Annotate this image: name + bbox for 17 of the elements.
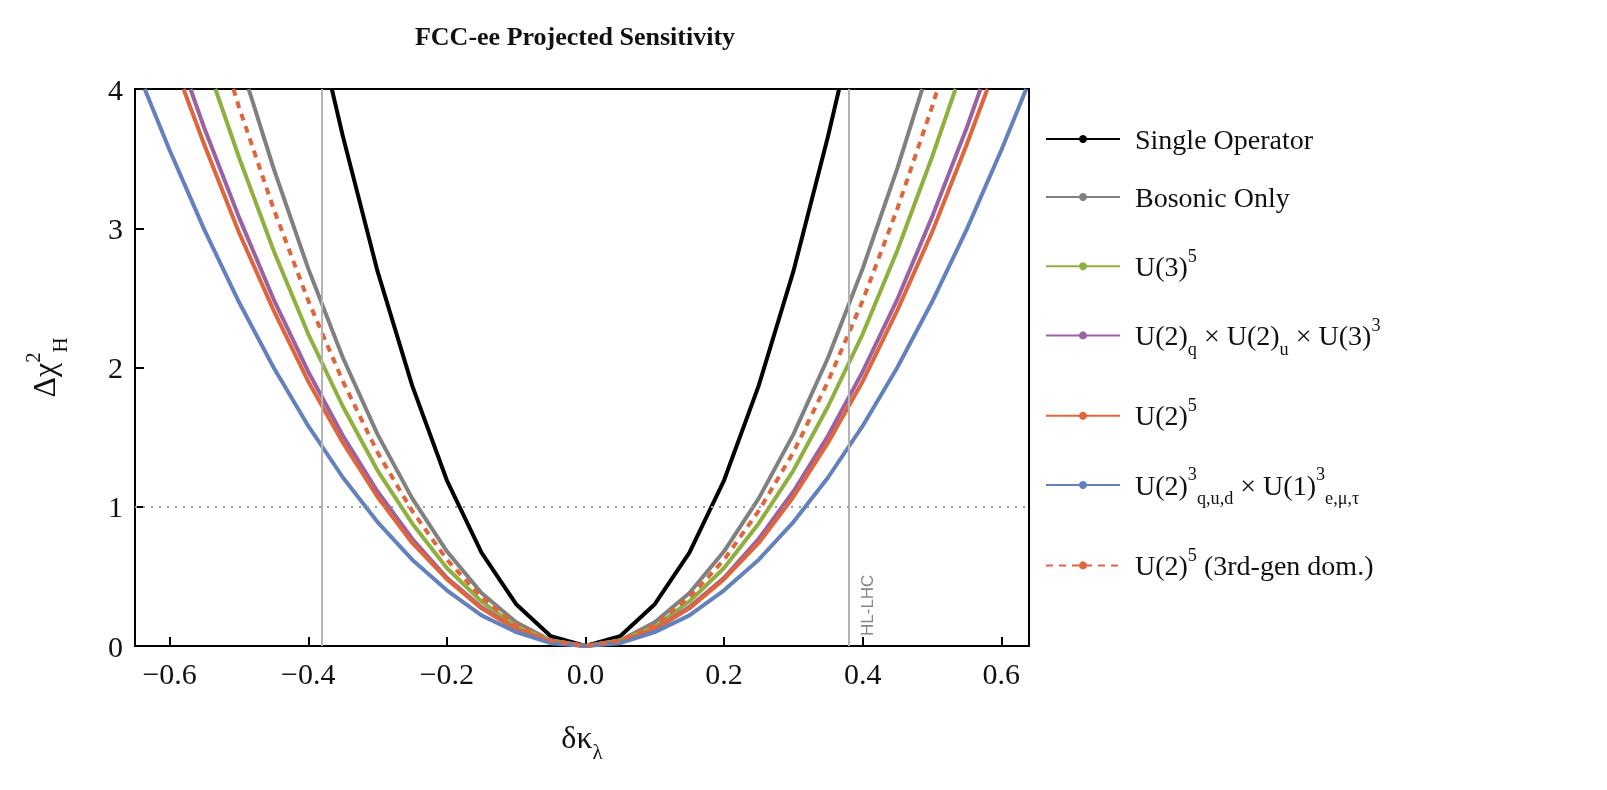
x-tick-label: −0.2 <box>419 656 475 690</box>
ref-line-label: HL-LHC <box>857 574 877 636</box>
legend-label: Bosonic Only <box>1135 181 1290 213</box>
y-tick-label: 4 <box>108 72 123 106</box>
chart-title: FCC-ee Projected Sensitivity <box>414 21 736 51</box>
legend-label: Single Operator <box>1135 123 1314 155</box>
x-tick-label: −0.6 <box>142 656 197 690</box>
y-axis-title: Δχ2H <box>20 337 71 398</box>
x-tick-label: 0.6 <box>982 656 1021 690</box>
y-tick-label: 2 <box>108 351 123 384</box>
x-tick-label: −0.4 <box>281 656 336 690</box>
x-tick-label: 0.0 <box>566 656 605 690</box>
x-tick-label: 0.2 <box>705 656 743 690</box>
y-tick-label: 0 <box>108 629 123 663</box>
y-tick-label: 1 <box>108 490 123 524</box>
x-tick-label: 0.4 <box>843 656 882 690</box>
y-tick-label: 3 <box>108 211 123 245</box>
